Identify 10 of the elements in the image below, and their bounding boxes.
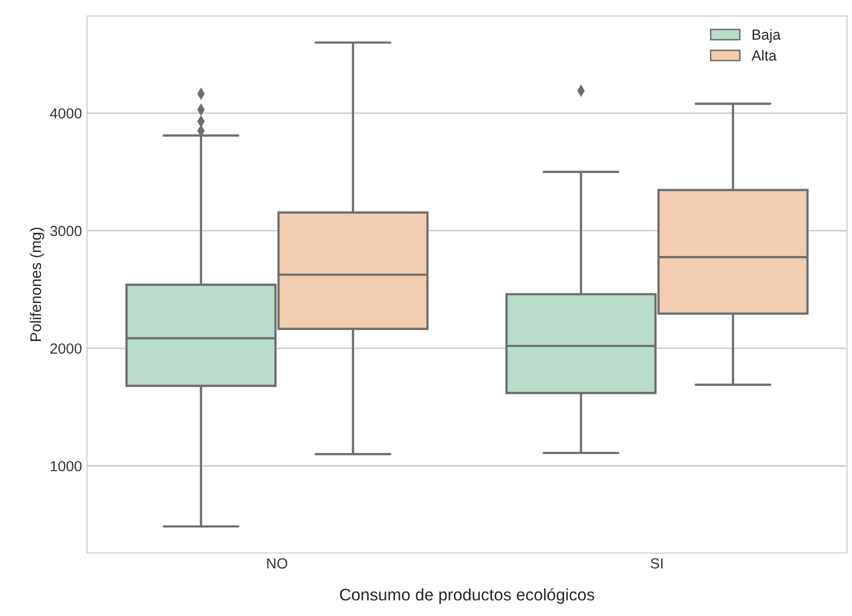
legend-label: Alta bbox=[752, 50, 777, 61]
x-tick-label: NO bbox=[267, 558, 288, 569]
y-tick-label: 3000 bbox=[50, 226, 82, 236]
y-tick-label: 4000 bbox=[50, 108, 82, 119]
y-axis-title: Polifenones (mg) bbox=[30, 228, 44, 341]
legend-label: Baja bbox=[752, 29, 781, 43]
y-tick-label: 2000 bbox=[50, 343, 82, 354]
x-axis-title: Consumo de productos ecológicos bbox=[340, 588, 594, 604]
x-tick-label: SI bbox=[650, 558, 663, 569]
y-tick-label: 1000 bbox=[50, 460, 82, 472]
